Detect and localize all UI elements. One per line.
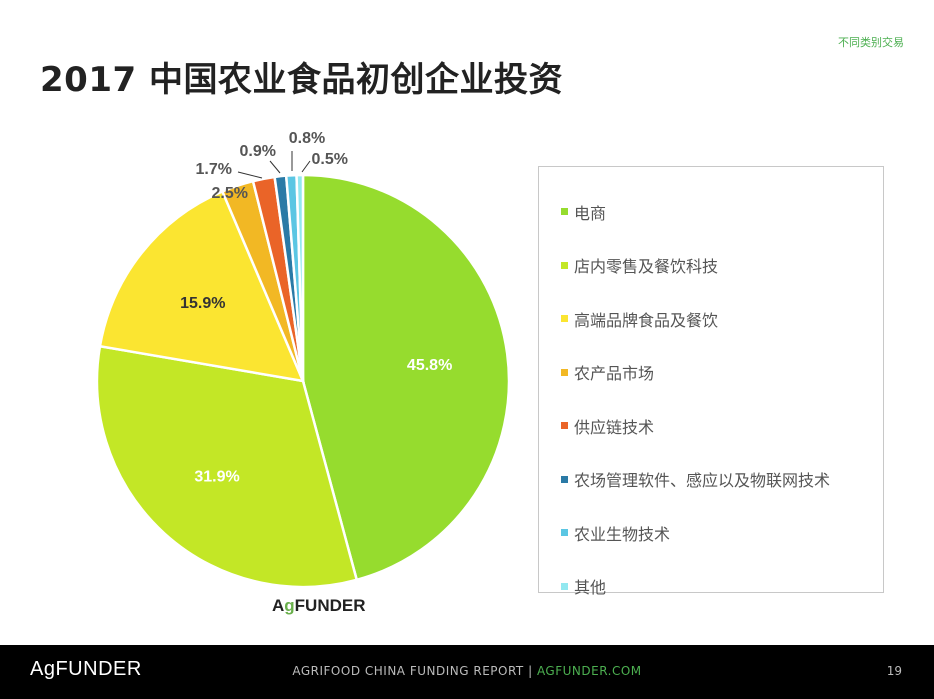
legend-item: 农产品市场 [561, 346, 883, 400]
pie-leader-line [301, 160, 311, 173]
legend-label: 店内零售及餐饮科技 [574, 257, 719, 277]
pie-data-label: 2.5% [212, 185, 248, 202]
section-tag: 不同类别交易 [838, 36, 904, 49]
legend-swatch [561, 208, 568, 216]
footer-report-text: AGRIFOOD CHINA FUNDING REPORT | AGFUNDER… [292, 664, 642, 678]
pie-leader-line [269, 160, 281, 174]
legend-label: 农场管理软件、感应以及物联网技术 [574, 471, 831, 491]
pie-data-label: 45.8% [407, 357, 452, 374]
pie-data-label: 0.5% [312, 151, 348, 168]
pie-data-label: 31.9% [194, 468, 239, 485]
legend-item: 农业生物技术 [561, 506, 883, 560]
pie-data-label: 0.9% [240, 143, 276, 160]
legend-swatch [561, 529, 568, 537]
legend-item: 农场管理软件、感应以及物联网技术 [561, 453, 883, 507]
legend-item: 高端品牌食品及餐饮 [561, 292, 883, 346]
page-number: 19 [886, 664, 902, 678]
legend-swatch [561, 582, 568, 590]
legend-item: 电商 [561, 185, 883, 239]
legend-swatch [561, 475, 568, 483]
page-title: 2017 中国农业食品初创企业投资 [40, 60, 563, 100]
pie-data-label: 15.9% [180, 295, 225, 312]
legend-swatch [561, 261, 568, 269]
legend-label: 电商 [574, 203, 607, 223]
legend-label: 农业生物技术 [574, 524, 671, 544]
pie-data-label: 1.7% [196, 161, 232, 178]
chart-legend: 电商店内零售及餐饮科技 高端品牌食品及餐饮 农产品市场供应链技术农场管理软件、感应以… [538, 166, 884, 597]
footer-site-link[interactable]: AGFUNDER.COM [536, 664, 642, 678]
footer-logo: AgFUNDER [30, 658, 142, 680]
legend-swatch [561, 315, 568, 323]
agfunder-watermark-logo: AgFUNDER [272, 596, 366, 615]
legend-label: 供应链技术 [574, 417, 655, 437]
pie-slice [301, 173, 511, 582]
legend-label: 其他 [574, 578, 607, 598]
pie-slice [295, 173, 305, 382]
pie-data-label: 0.8% [289, 130, 325, 147]
footer-bar: AgFUNDER AGRIFOOD CHINA FUNDING REPORT |… [0, 645, 934, 699]
pie-slice [95, 344, 359, 589]
legend-label: 高端品牌食品及餐饮 [574, 310, 719, 330]
pie-leader-line [237, 171, 263, 179]
legend-label: 农产品市场 [574, 364, 655, 384]
pie-chart: 45.8% 31.9% 15.9% 2.5% 1.7% 0.9% 0.8% 0.5% [95, 130, 511, 589]
legend-swatch [561, 422, 568, 430]
legend-swatch [561, 368, 568, 376]
legend-item: 供应链技术 [561, 399, 883, 453]
legend-item: 店内零售及餐饮科技 [561, 239, 883, 293]
pie-slice [98, 189, 306, 383]
legend-item: 其他 [561, 560, 883, 614]
